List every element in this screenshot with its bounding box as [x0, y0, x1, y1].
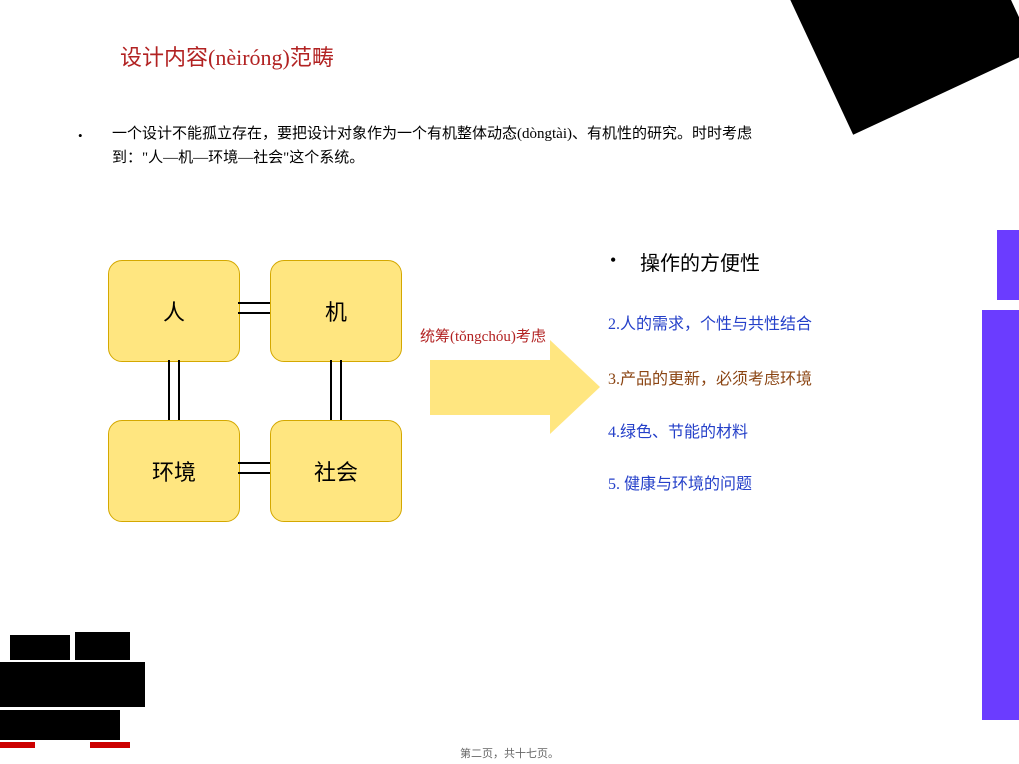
- node-society: 社会: [270, 420, 402, 522]
- list-item-4: 4.绿色、节能的材料: [608, 418, 748, 442]
- list-text-4: 绿色、节能的材料: [620, 424, 748, 441]
- decor-top-black: [786, 0, 1019, 135]
- node-machine: 机: [270, 260, 402, 362]
- connector-env-society: [238, 462, 270, 474]
- intro-paragraph: 一个设计不能孤立存在，要把设计对象作为一个有机整体动态(dòngtài)、有机性…: [112, 122, 772, 170]
- decor-bl-3: [0, 662, 145, 707]
- connector-person-machine: [238, 302, 270, 314]
- list-num-4: 4.: [608, 424, 620, 441]
- list-num-5: 5.: [608, 476, 624, 493]
- connector-machine-society: [330, 360, 342, 420]
- list-item-2: 2.人的需求，个性与共性结合: [608, 310, 812, 334]
- decor-purple-1: [997, 230, 1019, 300]
- arrow-body: [430, 360, 550, 415]
- connector-person-env: [168, 360, 180, 420]
- list-item-5: 5. 健康与环境的问题: [608, 470, 752, 494]
- arrow-head-icon: [550, 340, 600, 434]
- page-footer: 第二页，共十七页。: [0, 745, 1019, 761]
- decor-bl-1: [10, 635, 70, 660]
- decor-bl-2: [75, 632, 130, 660]
- arrow-label: 统筹(tǒngchóu)考虑: [420, 325, 546, 346]
- list-num-2: 2.: [608, 316, 620, 333]
- list-text-5: 健康与环境的问题: [624, 476, 752, 493]
- decor-bl-4: [0, 710, 120, 740]
- list-num-3: 3.: [608, 371, 620, 388]
- list-item-3: 3.产品的更新，必须考虑环境: [608, 365, 812, 389]
- decor-purple-2: [982, 310, 1019, 720]
- bullet-dot: •: [78, 128, 83, 144]
- bullet-dot-2: •: [610, 250, 616, 271]
- node-person: 人: [108, 260, 240, 362]
- node-environment: 环境: [108, 420, 240, 522]
- list-text-3: 产品的更新，必须考虑环境: [620, 371, 812, 388]
- list-text-2: 人的需求，个性与共性结合: [620, 316, 812, 333]
- list-header: 操作的方便性: [640, 247, 760, 276]
- page-title: 设计内容(nèiróng)范畴: [120, 40, 334, 72]
